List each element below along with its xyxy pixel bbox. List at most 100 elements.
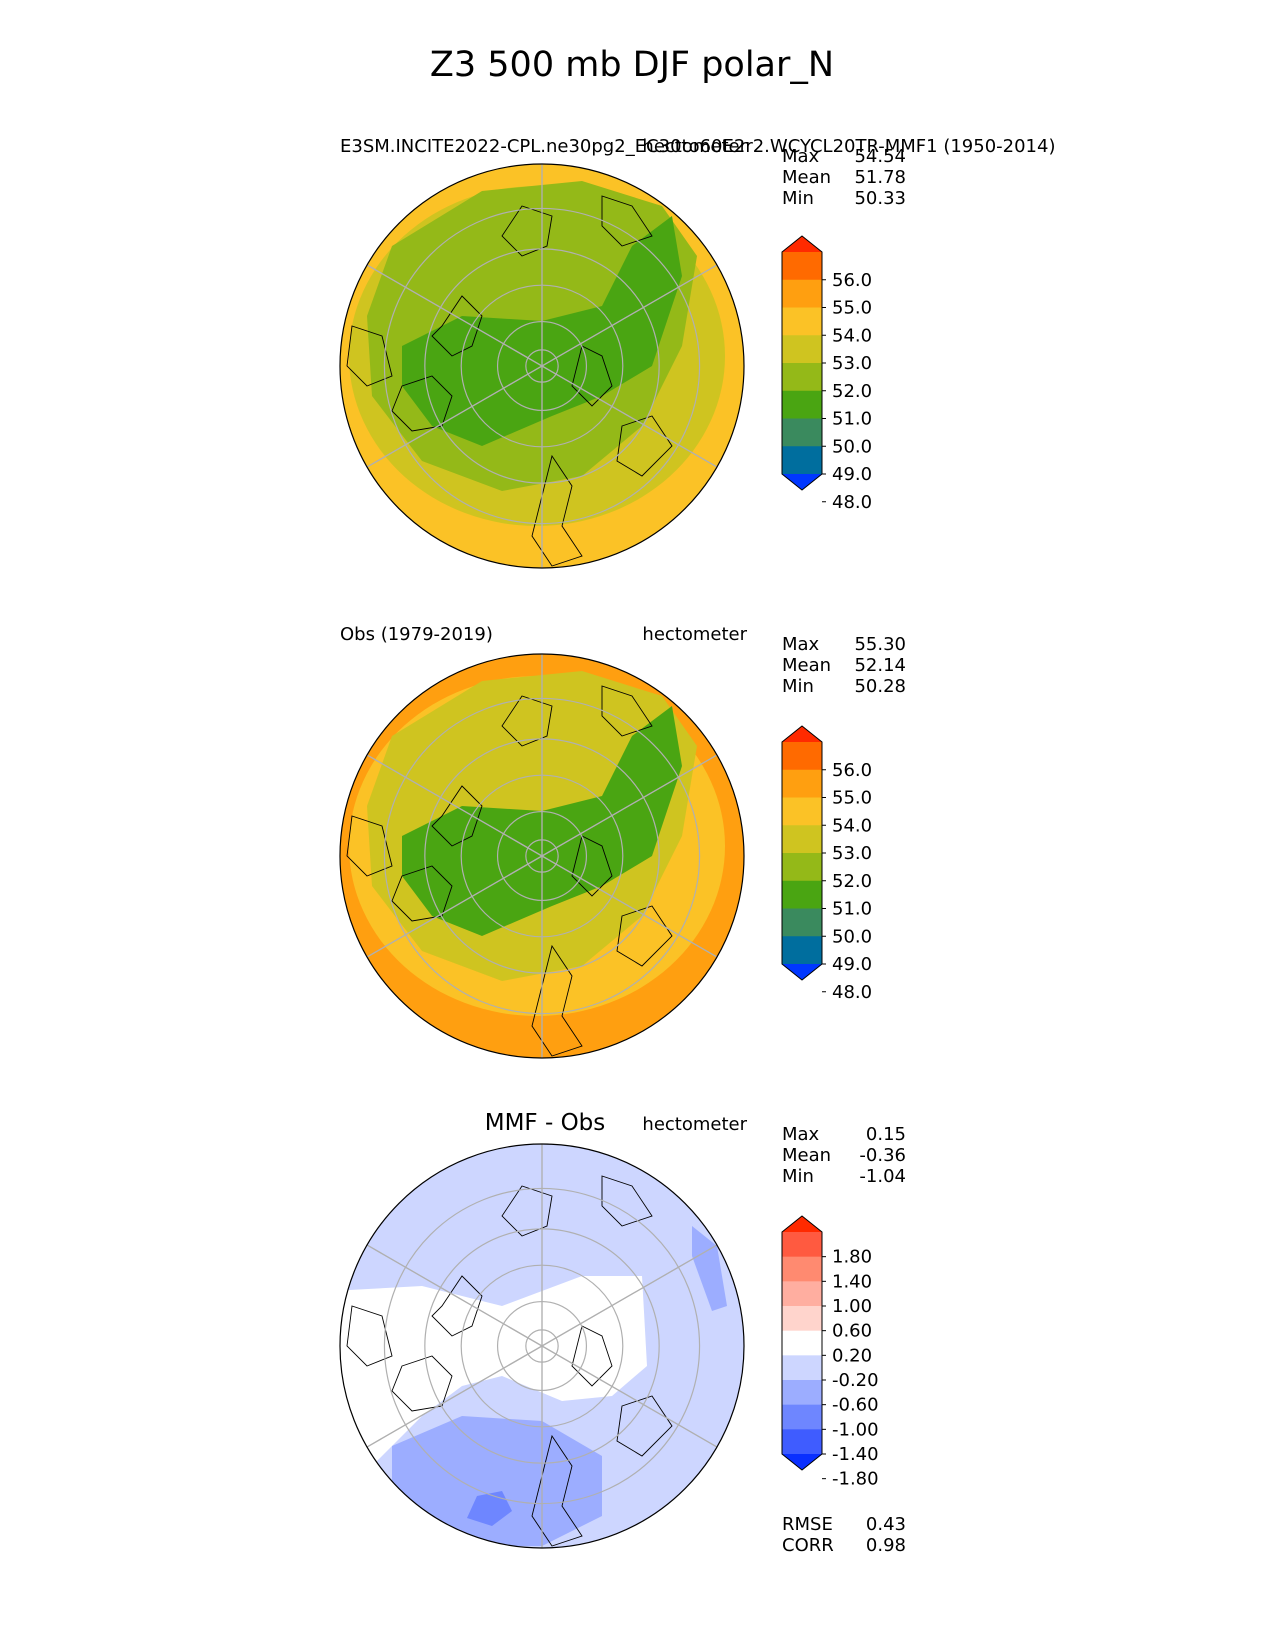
metric-label-rmse: RMSE [782,1514,833,1535]
stat-label-mean: Mean [782,167,831,188]
stat-value-mean: -0.36 [859,1145,906,1166]
colorbar-extend-high [782,236,822,252]
panel-reference-colorbar: 56.0 55.0 54.0 53.0 52.0 51.0 50.0 49.0 48.0 [781,725,872,1003]
map-field [340,1144,744,1548]
colorbar-segment [782,363,822,392]
colorbar-tick-label: 53.0 [832,843,872,864]
colorbar-tick-label: 1.00 [832,1296,872,1317]
colorbar-tick-label: 50.0 [832,926,872,947]
stat-value-min: 50.28 [854,676,906,697]
colorbar-tick-label: 55.0 [832,298,872,319]
map-boundary [339,653,745,1059]
colorbar-segment [782,769,822,798]
colorbar-tick-label: 48.0 [832,982,872,1003]
stat-label-max: Max [782,1124,820,1145]
stat-value-mean: 51.78 [854,167,906,188]
colorbar-tick-label: -0.60 [832,1395,879,1416]
coastline [571,345,613,407]
coastline [501,1185,553,1237]
colorbar-segment [782,1330,822,1356]
panel-reference-title-left: Obs (1979-2019) [340,624,493,645]
panel-difference-colorbar: 1.80 1.40 1.00 0.60 0.20 -0.20 -0.60 -1.00 -1.40… [781,1215,879,1490]
stat-label-min: Min [782,676,814,697]
panel-reference: Obs (1979-2019) hectometer Max 55.30 Mea… [339,624,906,1059]
colorbar-tick-label: 56.0 [832,760,872,781]
map-boundary [339,163,745,569]
colorbar-tick-label: 54.0 [832,325,872,346]
colorbar-tick-label: 1.80 [832,1247,872,1268]
coastline [346,325,393,387]
colorbar-segment [782,307,822,336]
stat-label-mean: Mean [782,1145,831,1166]
coastline [571,835,613,897]
field-atlantic-strip [692,1226,727,1311]
coastline [431,295,483,357]
panel-test-units: hectometer [642,136,747,157]
metric-value-corr: 0.98 [866,1535,906,1556]
coastline [346,815,393,877]
coastline [346,1305,393,1367]
stat-value-mean: 52.14 [854,655,906,676]
panel-difference: MMF - Obs hectometer Max 0.15 Mean -0.36… [339,1110,906,1556]
colorbar-tick-label: 52.0 [832,871,872,892]
colorbar-segment [782,335,822,364]
stat-label-min: Min [782,1166,814,1187]
colorbar-tick-label: -0.20 [832,1370,879,1391]
colorbar-segment [782,797,822,826]
field-pacific [392,1416,602,1546]
coastline [531,1434,583,1547]
map-field [340,654,744,1058]
panel-test-title-left: E3SM.INCITE2022-CPL.ne30pg2_EC30to60E2r2… [340,136,1055,157]
coastline [531,454,583,567]
colorbar-tick-label: -1.00 [832,1419,879,1440]
meridian-line [366,754,718,958]
panel-reference-units: hectometer [642,624,747,645]
colorbar-tick-label: 49.0 [832,954,872,975]
colorbar-segment [782,1404,822,1430]
colorbar-segment [782,252,822,281]
colorbar-extend-low [782,474,822,490]
colorbar-extend-high [782,726,822,742]
colorbar-segment [782,279,822,308]
colorbar-tick-label: 49.0 [832,464,872,485]
stat-label-max: Max [782,634,820,655]
colorbar-tick-label: 54.0 [832,815,872,836]
panel-reference-map [339,653,745,1059]
colorbar-tick-label: 52.0 [832,381,872,402]
gridlines [366,1144,718,1548]
field-band [340,1276,647,1466]
panel-difference-stats: Max 0.15 Mean -0.36 Min -1.04 [782,1124,906,1187]
colorbar-segment [782,825,822,854]
colorbar-segment [782,446,822,475]
colorbar-tick-label: 53.0 [832,353,872,374]
panel-difference-metrics: RMSE 0.43 CORR 0.98 [782,1514,906,1556]
stat-value-max: 55.30 [854,634,906,655]
stat-value-max: 54.54 [854,146,906,167]
panel-test-colorbar: 56.0 55.0 54.0 53.0 52.0 51.0 50.0 49.0 48.0 [781,235,872,513]
colorbar-segment [782,1256,822,1282]
colorbar-segment [782,880,822,909]
field-spot [467,1491,512,1526]
metric-label-corr: CORR [782,1535,834,1556]
colorbar-segment [782,1232,822,1258]
colorbar-segment [782,853,822,882]
colorbar-tick-label: 50.0 [832,436,872,457]
colorbar-segment [782,1355,822,1381]
colorbar-extend-low [782,964,822,980]
colorbar-segment [782,418,822,447]
colorbar-segment [782,1306,822,1332]
colorbar-segment [782,390,822,419]
colorbar-extend-high [782,1216,822,1232]
colorbar-extend-low [782,1454,822,1470]
panel-difference-map [339,1143,745,1549]
colorbar-segment [782,908,822,937]
metric-value-rmse: 0.43 [866,1514,906,1535]
panel-difference-title: MMF - Obs [485,1110,606,1136]
panel-test-stats: Max 54.54 Mean 51.78 Min 50.33 [782,146,906,209]
meridian-line [366,264,718,468]
colorbar-segment [782,1380,822,1406]
colorbar-segment [782,1429,822,1455]
panel-reference-stats: Max 55.30 Mean 52.14 Min 50.28 [782,634,906,697]
colorbar-segment [782,936,822,965]
